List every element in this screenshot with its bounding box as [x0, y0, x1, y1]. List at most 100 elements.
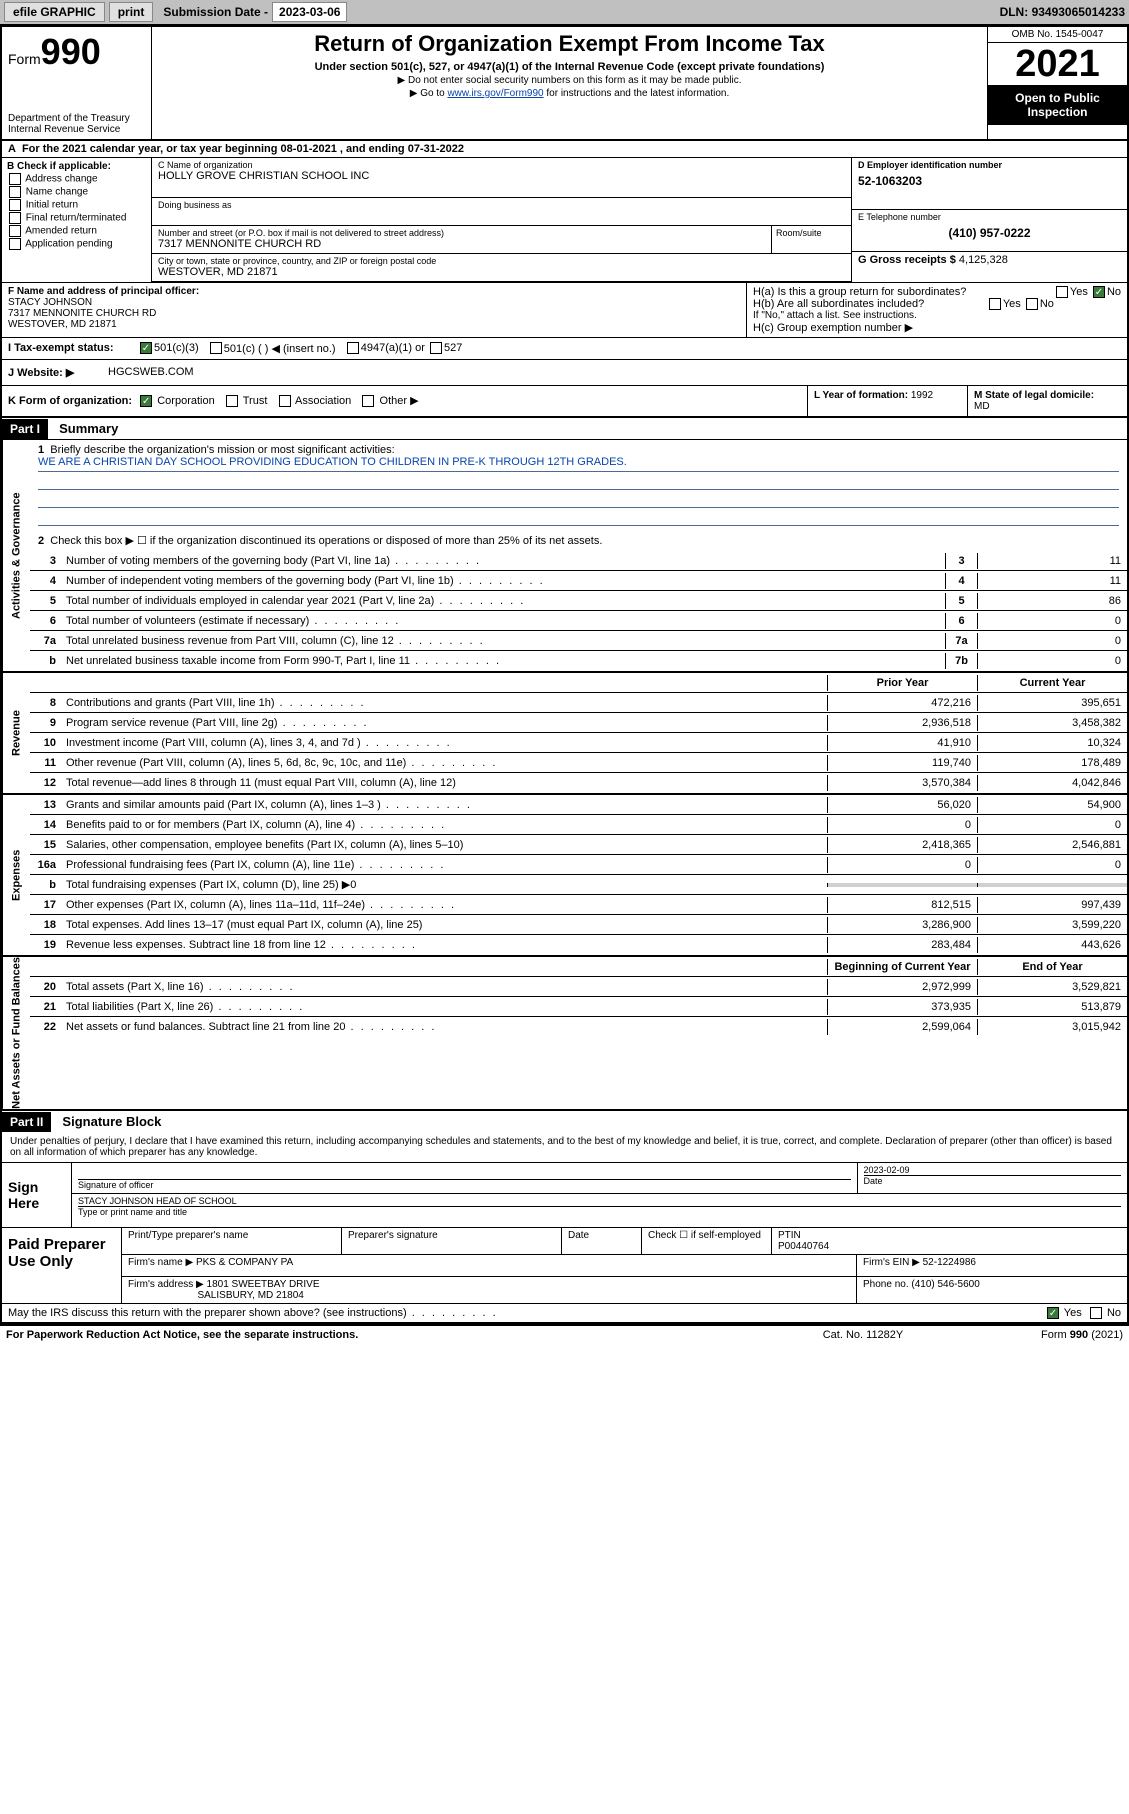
- form-note-2: ▶ Go to www.irs.gov/Form990 for instruct…: [160, 88, 979, 99]
- chk-trust[interactable]: [226, 395, 238, 407]
- chk-4947[interactable]: [347, 342, 359, 354]
- line-14: 14Benefits paid to or for members (Part …: [30, 815, 1127, 835]
- chk-address[interactable]: Address change: [7, 173, 146, 185]
- org-mid-col: C Name of organization HOLLY GROVE CHRIS…: [152, 158, 852, 282]
- website-value: HGCSWEB.COM: [108, 366, 194, 379]
- line-7b: bNet unrelated business taxable income f…: [30, 651, 1127, 671]
- chk-501c3[interactable]: ✓: [140, 342, 152, 354]
- form-header: Form990 Department of the Treasury Inter…: [0, 24, 1129, 141]
- state-domicile: M State of legal domicile:MD: [967, 386, 1127, 416]
- chk-other[interactable]: [362, 395, 374, 407]
- hc-row: H(c) Group exemption number ▶: [753, 321, 1121, 334]
- gross-label: G Gross receipts $: [858, 254, 959, 266]
- header-right: OMB No. 1545-0047 2021 Open to Public In…: [987, 27, 1127, 139]
- form-org-left: K Form of organization: ✓ Corporation Tr…: [2, 386, 807, 416]
- line-8: 8Contributions and grants (Part VIII, li…: [30, 693, 1127, 713]
- chk-pending[interactable]: Application pending: [7, 238, 146, 250]
- sig-date-cell: 2023-02-09 Date: [858, 1163, 1128, 1193]
- side-governance: Activities & Governance: [2, 440, 30, 671]
- ein-value: 52-1063203: [858, 174, 1121, 188]
- dept-label: Department of the Treasury: [8, 113, 145, 124]
- chk-amended[interactable]: Amended return: [7, 225, 146, 237]
- street-address: 7317 MENNONITE CHURCH RD: [158, 238, 765, 250]
- officer-addr2: WESTOVER, MD 21871: [8, 319, 740, 330]
- chk-assoc[interactable]: [279, 395, 291, 407]
- chk-initial[interactable]: Initial return: [7, 199, 146, 211]
- footer-form: Form 990 (2021): [963, 1329, 1123, 1341]
- irs-link[interactable]: www.irs.gov/Form990: [447, 88, 543, 99]
- phone-value: (410) 957-0222: [858, 226, 1121, 240]
- chk-501c[interactable]: [210, 342, 222, 354]
- dba-label: Doing business as: [158, 200, 845, 210]
- sig-officer-cell[interactable]: Signature of officer: [72, 1163, 858, 1193]
- discuss-no[interactable]: [1090, 1307, 1102, 1319]
- firm-phone: Phone no. (410) 546-5600: [857, 1277, 1127, 1303]
- form-title: Return of Organization Exempt From Incom…: [160, 31, 979, 57]
- dba-box: Doing business as: [152, 198, 852, 226]
- city-box: City or town, state or province, country…: [152, 254, 852, 282]
- officer-row: F Name and address of principal officer:…: [0, 283, 1129, 338]
- chk-corp[interactable]: ✓: [140, 395, 152, 407]
- chk-name[interactable]: Name change: [7, 186, 146, 198]
- street-label: Number and street (or P.O. box if mail i…: [158, 228, 765, 238]
- hb-note: If "No," attach a list. See instructions…: [753, 310, 1121, 321]
- line-6: 6Total number of volunteers (estimate if…: [30, 611, 1127, 631]
- form-of-org-row: K Form of organization: ✓ Corporation Tr…: [0, 386, 1129, 418]
- checkB-title: B Check if applicable:: [7, 161, 146, 172]
- prep-sig: Preparer's signature: [342, 1228, 562, 1254]
- part2-title: Signature Block: [54, 1111, 169, 1132]
- signature-block: Under penalties of perjury, I declare th…: [0, 1132, 1129, 1324]
- officer-addr1: 7317 MENNONITE CHURCH RD: [8, 308, 740, 319]
- officer-left: F Name and address of principal officer:…: [2, 283, 747, 337]
- sig-name-cell: STACY JOHNSON HEAD OF SCHOOL Type or pri…: [72, 1194, 1127, 1224]
- paid-preparer-block: Paid Preparer Use Only Print/Type prepar…: [2, 1227, 1127, 1303]
- org-right-col: D Employer identification number 52-1063…: [852, 158, 1127, 282]
- part1-title: Summary: [51, 418, 126, 439]
- firm-ein: Firm's EIN ▶ 52-1224986: [857, 1255, 1127, 1276]
- chk-final[interactable]: Final return/terminated: [7, 212, 146, 224]
- efile-button[interactable]: efile GRAPHIC: [4, 2, 105, 22]
- line-4: 4Number of independent voting members of…: [30, 571, 1127, 591]
- form-number: Form990: [8, 31, 145, 73]
- lbl-527: 527: [444, 342, 462, 355]
- org-info-block: B Check if applicable: Address change Na…: [0, 158, 1129, 283]
- org-name-label: C Name of organization: [158, 160, 845, 170]
- open-inspection: Open to Public Inspection: [988, 85, 1127, 125]
- gross-box: G Gross receipts $ 4,125,328: [852, 252, 1127, 276]
- line-17: 17Other expenses (Part IX, column (A), l…: [30, 895, 1127, 915]
- sig-intro: Under penalties of perjury, I declare th…: [2, 1132, 1127, 1163]
- mission-blank2: [38, 492, 1119, 508]
- header-title-block: Return of Organization Exempt From Incom…: [152, 27, 987, 139]
- part1-badge: Part I: [2, 419, 48, 439]
- tax-period-row: AFor the 2021 calendar year, or tax year…: [0, 141, 1129, 158]
- dln: DLN: 93493065014233: [1000, 5, 1125, 19]
- discuss-yes[interactable]: ✓: [1047, 1307, 1059, 1319]
- lbl-trust: Trust: [243, 395, 268, 407]
- submission-date: 2023-03-06: [272, 2, 347, 22]
- ein-label: D Employer identification number: [858, 160, 1121, 170]
- line-19: 19Revenue less expenses. Subtract line 1…: [30, 935, 1127, 955]
- form-note-1: ▶ Do not enter social security numbers o…: [160, 75, 979, 86]
- line-3: 3Number of voting members of the governi…: [30, 551, 1127, 571]
- discuss-text: May the IRS discuss this return with the…: [8, 1307, 1045, 1319]
- phone-label: E Telephone number: [858, 212, 1121, 222]
- firm-addr: Firm's address ▶ 1801 SWEETBAY DRIVE SAL…: [122, 1277, 857, 1303]
- line-11: 11Other revenue (Part VIII, column (A), …: [30, 753, 1127, 773]
- year-formation: L Year of formation: 1992: [807, 386, 967, 416]
- ein-box: D Employer identification number 52-1063…: [852, 158, 1127, 210]
- prep-self[interactable]: Check ☐ if self-employed: [642, 1228, 772, 1254]
- org-name-box: C Name of organization HOLLY GROVE CHRIS…: [152, 158, 852, 198]
- mission-blank3: [38, 510, 1119, 526]
- lbl-other: Other ▶: [380, 395, 419, 407]
- print-button[interactable]: print: [109, 2, 154, 22]
- side-netassets: Net Assets or Fund Balances: [2, 957, 30, 1109]
- group-return-block: H(a) Is this a group return for subordin…: [747, 283, 1127, 337]
- mission-blank1: [38, 474, 1119, 490]
- lbl-501c: 501(c) ( ) ◀ (insert no.): [224, 342, 336, 355]
- chk-527[interactable]: [430, 342, 442, 354]
- ha-row: H(a) Is this a group return for subordin…: [753, 286, 1121, 298]
- line-22: 22Net assets or fund balances. Subtract …: [30, 1017, 1127, 1037]
- line-5: 5Total number of individuals employed in…: [30, 591, 1127, 611]
- mission-text: WE ARE A CHRISTIAN DAY SCHOOL PROVIDING …: [38, 456, 1119, 472]
- mission-q: Briefly describe the organization's miss…: [50, 444, 394, 456]
